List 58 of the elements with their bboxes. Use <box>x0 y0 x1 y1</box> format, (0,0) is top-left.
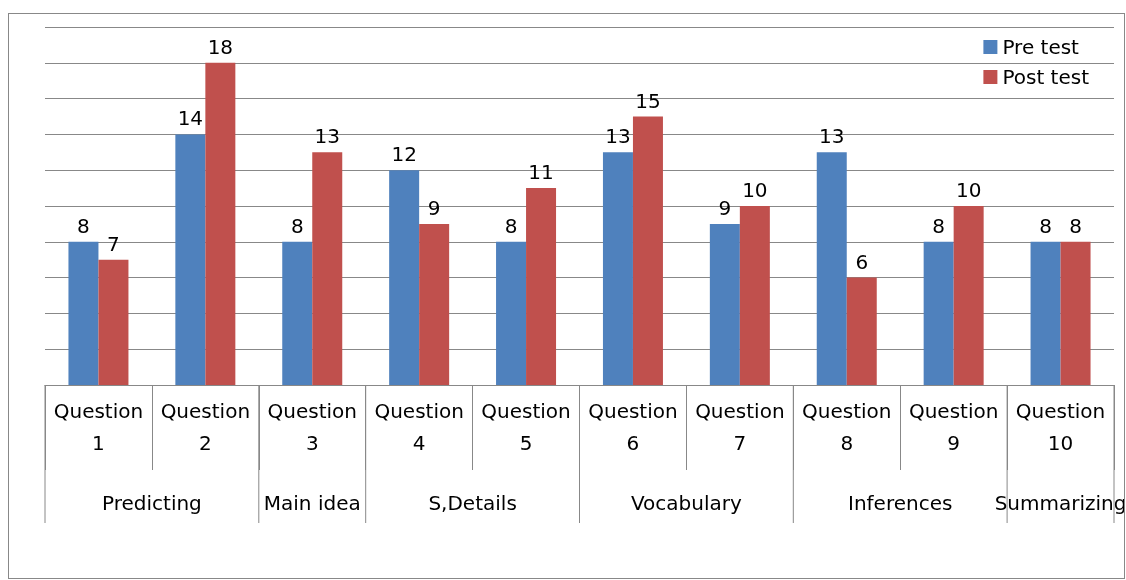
text: Main idea <box>263 491 361 515</box>
x-tick-label: Question 9 <box>908 399 999 455</box>
bar <box>1030 241 1061 385</box>
bar <box>709 223 740 385</box>
bar <box>389 170 420 385</box>
data-label: 10 <box>955 178 982 202</box>
data-label: 8 <box>1069 213 1082 238</box>
data-label: 9 <box>427 195 441 220</box>
bar <box>496 241 527 385</box>
data-label: 8 <box>1039 213 1052 238</box>
data-label: 10 <box>742 178 768 202</box>
data-label: 13 <box>605 124 631 149</box>
bar <box>1060 241 1091 385</box>
legend-label: Pre test <box>1002 35 1080 59</box>
x-tick-label: Question 6 <box>588 399 678 455</box>
x-tick-label: Question 2 <box>160 399 251 455</box>
bar <box>526 188 557 385</box>
text: Predicting <box>101 491 202 515</box>
data-label: 11 <box>528 160 554 185</box>
bar <box>68 241 99 385</box>
bar <box>846 277 877 385</box>
bar <box>282 241 313 385</box>
text: Vocabulary <box>630 491 742 515</box>
x-tick-label: Question 5 <box>481 399 571 455</box>
bar <box>312 152 343 385</box>
data-label: 8 <box>290 213 304 238</box>
data-label: 6 <box>855 249 869 274</box>
data-label: 8 <box>504 213 518 238</box>
text: S,Details <box>428 491 517 515</box>
bar <box>98 259 129 385</box>
x-tick-label: Question 4 <box>374 399 464 455</box>
data-label: 13 <box>819 124 845 149</box>
data-label: 13 <box>314 124 340 149</box>
data-label: 18 <box>207 34 234 59</box>
data-label: 12 <box>391 142 417 167</box>
bar <box>923 241 954 385</box>
x-tick-label: Question 10 <box>1015 399 1106 455</box>
bar <box>419 223 450 385</box>
legend-label: Post test <box>1002 65 1090 89</box>
bar <box>175 134 206 385</box>
bar <box>739 206 770 385</box>
x-tick-label: Question 1 <box>53 399 144 455</box>
data-label: 15 <box>635 88 661 113</box>
x-tick-label: Question 8 <box>802 399 892 455</box>
x-tick-label: Question 3 <box>267 399 357 455</box>
data-label: 8 <box>77 213 90 238</box>
x-tick-label: Question 7 <box>695 399 785 455</box>
data-label: 9 <box>718 195 732 220</box>
data-label: 8 <box>932 213 946 238</box>
data-label: 7 <box>107 231 120 256</box>
bar <box>632 116 663 385</box>
text: Summarizing <box>994 491 1126 515</box>
bar <box>953 206 984 385</box>
data-label: 14 <box>177 106 204 131</box>
bar <box>205 62 236 385</box>
bar <box>816 152 847 385</box>
text: Inferences <box>848 491 953 515</box>
bar <box>602 152 633 385</box>
